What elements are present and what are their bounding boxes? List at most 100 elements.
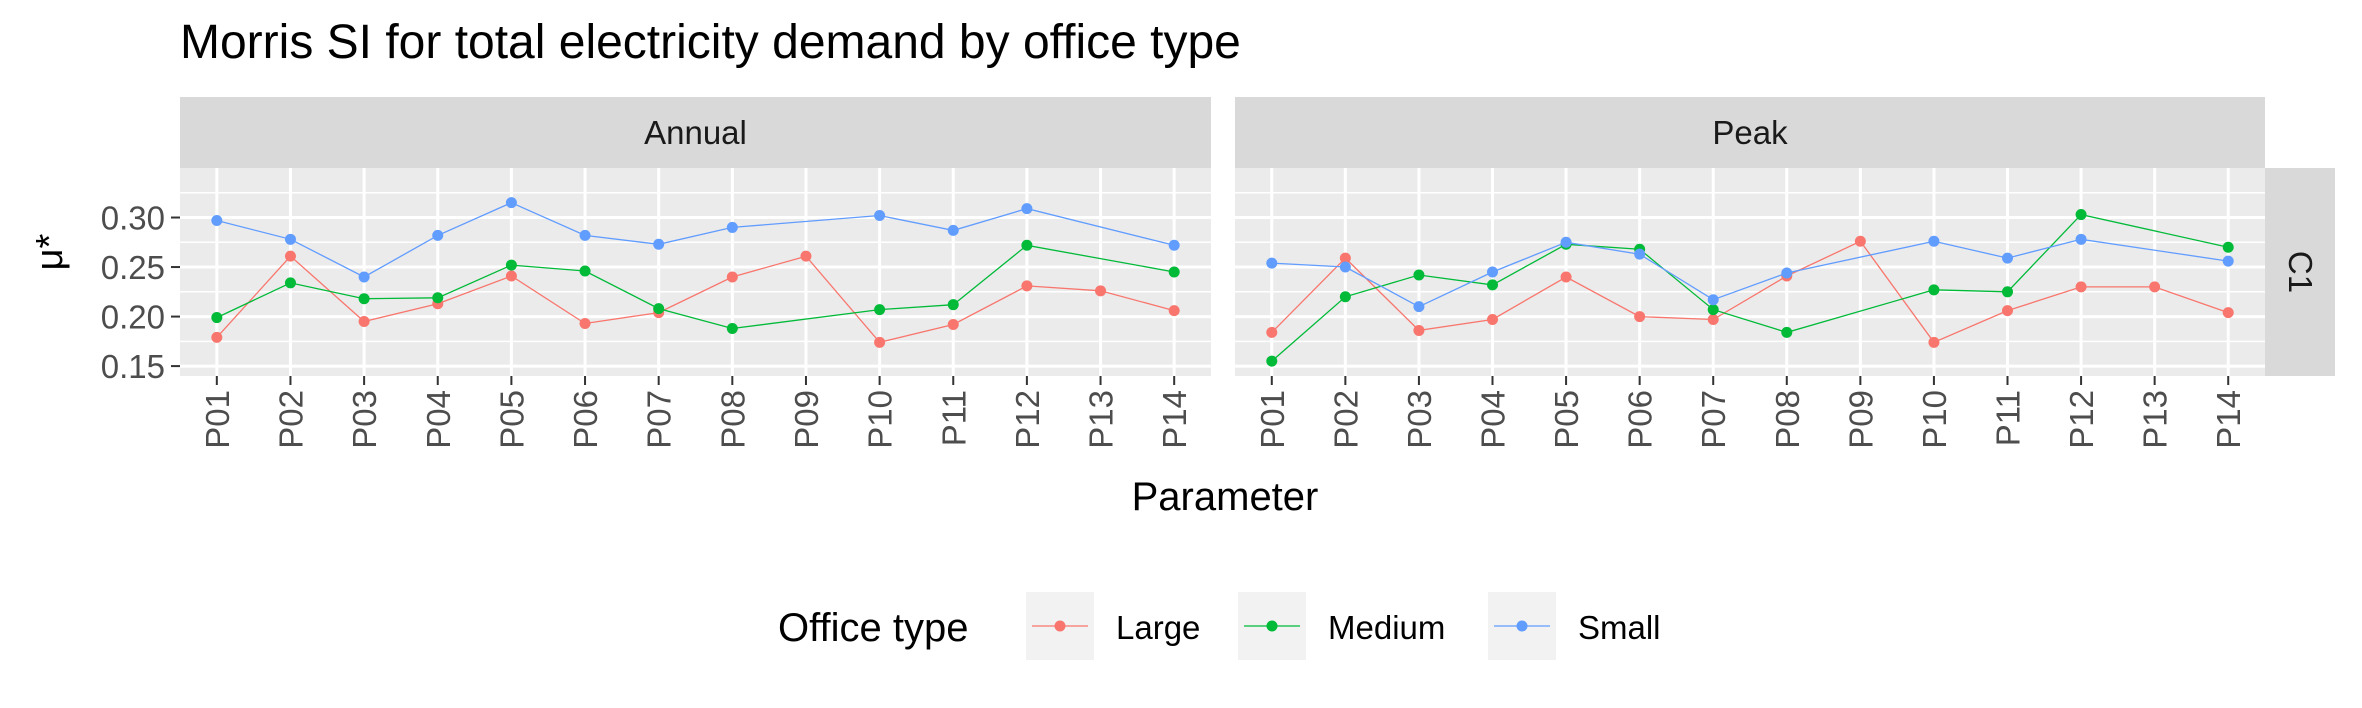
x-tick-label: P02 (1327, 390, 1364, 449)
data-point (1781, 267, 1793, 279)
legend-key-point (1516, 620, 1528, 632)
facet-peak: Peak P01 P02 P03 P04 P05 P06 P07 P08 P09 P10 P11 P12… (1235, 97, 2265, 449)
data-point (726, 322, 738, 334)
data-point (211, 312, 223, 324)
data-point (800, 250, 812, 262)
facet-strip-label: Peak (1712, 114, 1788, 151)
data-point (947, 318, 959, 330)
data-point (1266, 257, 1278, 269)
data-point (726, 221, 738, 233)
data-point (2075, 209, 2087, 221)
x-tick-label: P07 (641, 390, 678, 449)
series-small (1266, 233, 2234, 313)
data-point (1707, 304, 1719, 316)
data-point (579, 318, 591, 330)
x-tick-label: P06 (567, 390, 604, 449)
series-line-medium (1271, 213, 2229, 362)
data-point (2075, 281, 2087, 293)
data-point (1487, 266, 1498, 278)
facet-strip (1235, 97, 2265, 168)
data-point (1560, 271, 1572, 283)
series-line-medium (216, 244, 1175, 330)
x-tick-label: P04 (420, 390, 457, 449)
data-point (1854, 235, 1866, 247)
data-point (1487, 314, 1498, 326)
x-tick-label: P05 (1548, 390, 1585, 449)
data-point (2002, 305, 2013, 317)
data-point (1707, 314, 1719, 326)
data-point (2002, 252, 2013, 264)
series-line-small (216, 201, 1175, 278)
data-point (358, 271, 370, 283)
data-point (579, 265, 591, 277)
panel-background (1235, 168, 2265, 376)
legend-label: Small (1578, 609, 1661, 646)
data-point (1339, 291, 1351, 303)
legend: Office type Large Medium Small (778, 592, 1661, 660)
data-point (2222, 255, 2234, 267)
legend-item-large: Large (1026, 592, 1200, 660)
data-point (505, 270, 517, 282)
data-point (1634, 248, 1646, 260)
data-point (284, 233, 296, 245)
row-strip: C1 (2265, 168, 2335, 376)
x-tick-label: P02 (272, 390, 309, 449)
legend-label: Large (1116, 609, 1200, 646)
series-medium (211, 239, 1180, 334)
x-tick-label: P12 (1009, 390, 1046, 449)
chart-title: Morris SI for total electricity demand b… (180, 16, 1241, 69)
x-axis-label: Parameter (1132, 475, 1319, 519)
data-point (2075, 233, 2087, 245)
legend-key-point (1266, 620, 1278, 632)
row-strip-label: C1 (2282, 251, 2319, 293)
x-tick-label: P08 (1769, 390, 1806, 449)
data-point (284, 277, 296, 289)
data-point (1928, 235, 1940, 247)
y-tick-label: 0.15 (101, 348, 165, 385)
data-point (2222, 307, 2234, 319)
legend-title: Office type (778, 606, 968, 650)
x-tick-label: P06 (1622, 390, 1659, 449)
facet-annual: Annual P01 P02 P03 P04 P05 P06 P07 P08 P09 P10 P11 P… (101, 97, 1211, 449)
data-point (284, 250, 296, 262)
data-point (358, 293, 370, 305)
x-tick-label: P10 (862, 390, 899, 449)
data-point (1021, 203, 1033, 215)
data-point (874, 336, 886, 348)
data-point (1095, 285, 1107, 297)
data-point (1168, 305, 1180, 317)
data-point (726, 271, 738, 283)
data-point (1266, 326, 1278, 338)
series-line-large (1271, 240, 2229, 344)
data-point (2002, 286, 2013, 298)
x-tick-label: P04 (1475, 390, 1512, 449)
data-point (1707, 294, 1719, 306)
data-point (1634, 311, 1646, 323)
legend-item-small: Small (1488, 592, 1661, 660)
x-tick-label: P09 (1842, 390, 1879, 449)
x-tick-label: P01 (1254, 390, 1291, 449)
data-point (1168, 239, 1180, 251)
facet-strip-label: Annual (644, 114, 747, 151)
x-tick-label: P13 (1083, 390, 1120, 449)
data-point (358, 316, 370, 328)
x-tick-label: P11 (935, 390, 972, 446)
data-point (1413, 301, 1425, 313)
data-point (653, 303, 665, 315)
data-point (1413, 324, 1425, 336)
x-tick-label: P14 (2210, 390, 2247, 449)
series-small (211, 197, 1180, 283)
data-point (1266, 355, 1278, 367)
data-point (1168, 266, 1180, 278)
data-point (432, 292, 444, 304)
data-point (211, 214, 223, 226)
data-point (947, 299, 959, 311)
data-point (653, 238, 665, 250)
data-point (1339, 252, 1351, 264)
x-tick-label: P07 (1695, 390, 1732, 449)
data-point (2222, 241, 2234, 253)
y-tick-label: 0.20 (101, 299, 165, 336)
x-tick-label: P09 (788, 390, 825, 449)
data-point (2149, 281, 2161, 293)
